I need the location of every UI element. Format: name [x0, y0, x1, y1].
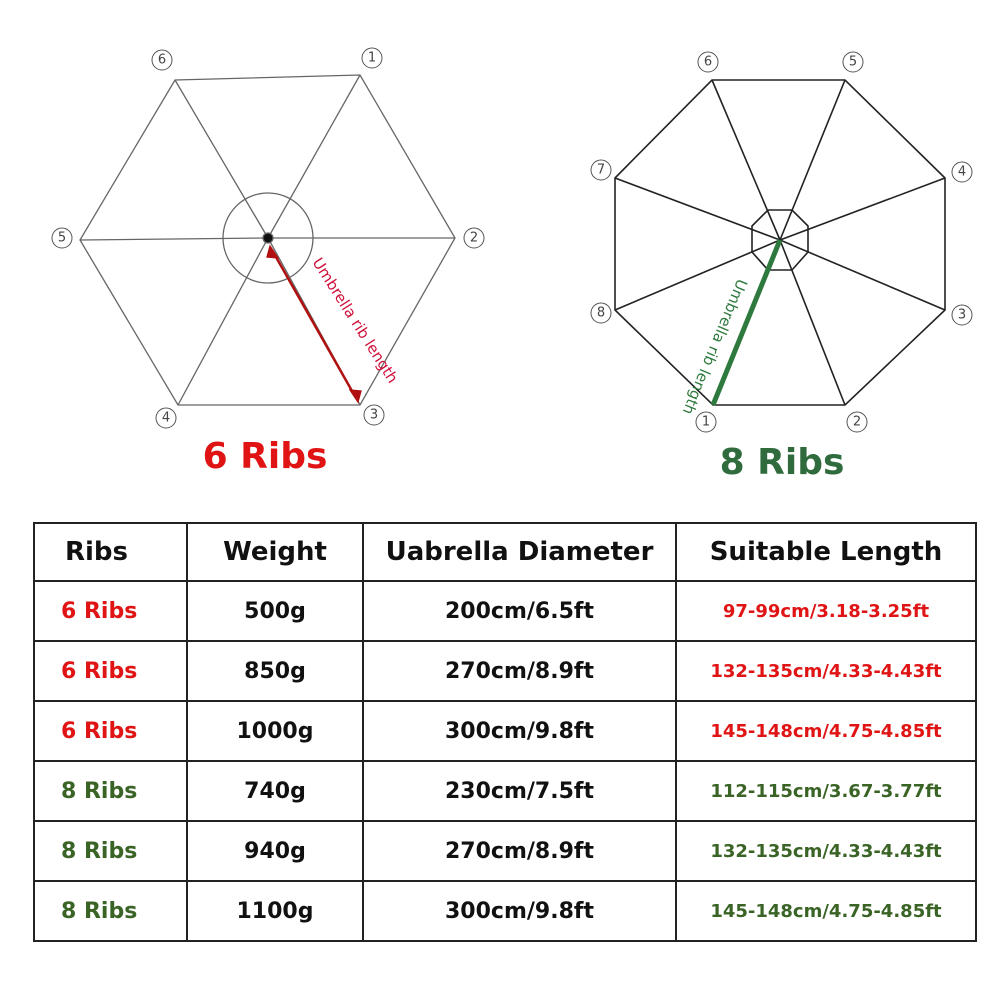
table-cell: 270cm/8.9ft [362, 640, 677, 702]
column-header: Suitable Length [675, 522, 977, 582]
table-cell: 740g [186, 760, 364, 822]
column-header: Uabrella Diameter [362, 522, 677, 582]
arrow-head [266, 244, 280, 259]
table-cell: 200cm/6.5ft [362, 580, 677, 642]
table-cell: 145-148cm/4.75-4.85ft [675, 700, 977, 762]
vertex-label: 6 [158, 53, 166, 68]
vertex-marker [463, 227, 485, 249]
table-cell: 850g [186, 640, 364, 702]
rib [779, 177, 946, 241]
table-cell: 97-99cm/3.18-3.25ft [675, 580, 977, 642]
diagram-title: 6 Ribs [203, 436, 328, 477]
vertex-label: 1 [368, 51, 376, 66]
table-header: Ribs Weight Uabrella Diameter Suitable Leng… [33, 522, 977, 582]
table-cell: 132-135cm/4.33-4.43ft [675, 640, 977, 702]
diagrams: Umbrella rib length 6 Ribs Umbrella rib … [51, 47, 973, 483]
vertex-marker [951, 161, 973, 183]
diagram-title: 8 Ribs [720, 442, 845, 483]
table-row: 8 Ribs 940g 270cm/8.9ft 132-135cm/4.33-4.43… [33, 820, 977, 882]
table-cell: 145-148cm/4.75-4.85ft [675, 880, 977, 942]
vertex-label: 8 [597, 306, 605, 321]
vertex-label: 4 [162, 411, 170, 426]
table-row: 6 Ribs 850g 270cm/8.9ft 132-135cm/4.33-4.43… [33, 640, 977, 702]
inner-octagon [751, 209, 809, 271]
header-row: Ribs Weight Uabrella Diameter Suitable Leng… [33, 522, 977, 582]
table-cell: 8 Ribs [33, 820, 188, 882]
vertex-label: 5 [58, 231, 66, 246]
table-cell: 300cm/9.8ft [362, 880, 677, 942]
table-row: 8 Ribs 740g 230cm/7.5ft 112-115cm/3.67-3.77… [33, 760, 977, 822]
table-cell: 270cm/8.9ft [362, 820, 677, 882]
table-cell: 132-135cm/4.33-4.43ft [675, 820, 977, 882]
vertex-marker [361, 47, 383, 69]
vertex-marker [590, 302, 612, 324]
vertex-marker [697, 51, 719, 73]
rib [614, 177, 781, 241]
table-cell: 940g [186, 820, 364, 882]
rib-label: Umbrella rib length [309, 254, 402, 386]
vertex-label: 6 [704, 55, 712, 70]
table-cell: 1100g [186, 880, 364, 942]
vertex-marker [363, 404, 385, 426]
vertex-marker [51, 227, 73, 249]
vertex-label: 4 [958, 165, 966, 180]
column-header: Ribs [33, 522, 188, 582]
rib [174, 79, 269, 239]
table-cell: 6 Ribs [33, 700, 188, 762]
rib [267, 74, 361, 239]
vertex-marker [590, 159, 612, 181]
rib [177, 237, 269, 406]
vertex-marker [951, 304, 973, 326]
vertex-marker [155, 407, 177, 429]
vertex-marker [846, 411, 868, 433]
vertex-marker [695, 411, 717, 433]
rib [79, 237, 269, 241]
vertex-label: 3 [958, 308, 966, 323]
table-row: 6 Ribs 1000g 300cm/9.8ft 145-148cm/4.75-4.8… [33, 700, 977, 762]
table-cell: 500g [186, 580, 364, 642]
vertex-label: 2 [470, 231, 478, 246]
table-cell: 230cm/7.5ft [362, 760, 677, 822]
vertex-marker [151, 49, 173, 71]
rib-length-line [710, 239, 783, 406]
rib [779, 79, 846, 241]
table-cell: 1000g [186, 700, 364, 762]
arrow-head [348, 389, 362, 404]
hub [262, 232, 274, 244]
table-cell: 300cm/9.8ft [362, 700, 677, 762]
rib [779, 239, 946, 311]
table-body: 6 Ribs 500g 200cm/6.5ft 97-99cm/3.18-3.25ft… [33, 580, 977, 942]
six-rib-diagram [79, 74, 456, 406]
vertex-label: 1 [702, 415, 710, 430]
table-cell: 6 Ribs [33, 580, 188, 642]
rib [711, 79, 781, 241]
column-header: Weight [186, 522, 364, 582]
spec-table: Ribs Weight Uabrella Diameter Suitable Leng… [33, 522, 977, 942]
rib-length-arrow [270, 249, 358, 399]
table-cell: 6 Ribs [33, 640, 188, 702]
vertex-label: 3 [370, 408, 378, 423]
vertex-marker [842, 51, 864, 73]
eight-rib-diagram [614, 79, 946, 406]
vertex-label: 5 [849, 55, 857, 70]
vertex-label: 2 [853, 415, 861, 430]
vertex-label: 7 [597, 163, 605, 178]
table-cell: 8 Ribs [33, 880, 188, 942]
table-row: 6 Ribs 500g 200cm/6.5ft 97-99cm/3.18-3.25ft [33, 580, 977, 642]
table-cell: 8 Ribs [33, 760, 188, 822]
hub-circle [222, 192, 314, 284]
rib [779, 239, 846, 406]
table-row: 8 Ribs 1100g 300cm/9.8ft 145-148cm/4.75-4.8… [33, 880, 977, 942]
table-cell: 112-115cm/3.67-3.77ft [675, 760, 977, 822]
